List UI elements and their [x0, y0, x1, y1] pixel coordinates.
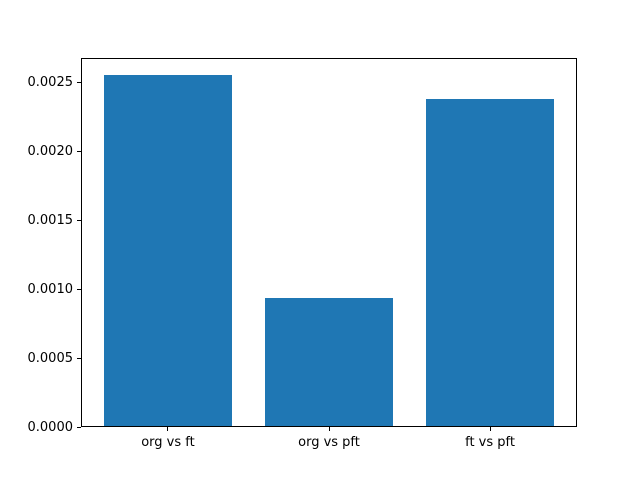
- y-tick-label: 0.0020: [27, 143, 74, 159]
- x-tick-mark: [167, 427, 169, 431]
- y-tick-label: 0.0025: [27, 74, 74, 90]
- y-tick-mark: [77, 357, 81, 359]
- y-tick-mark: [77, 426, 81, 428]
- y-tick-label: 0.0015: [27, 212, 74, 228]
- y-tick-label: 0.0005: [27, 350, 74, 366]
- x-tick-mark: [328, 427, 330, 431]
- bar-org-vs-pft: [264, 297, 394, 426]
- y-tick-mark: [77, 219, 81, 221]
- y-tick-mark: [77, 288, 81, 290]
- x-tick-label: org vs pft: [298, 435, 360, 450]
- bar-org-vs-ft: [103, 74, 233, 426]
- bar-ft-vs-pft: [425, 99, 555, 426]
- x-tick-mark: [489, 427, 491, 431]
- plot-area: [81, 58, 577, 427]
- y-tick-label: 0.0000: [27, 419, 74, 435]
- x-tick-label: ft vs pft: [465, 435, 515, 450]
- y-tick-label: 0.0010: [27, 281, 74, 297]
- y-tick-mark: [77, 81, 81, 83]
- x-tick-label: org vs ft: [141, 435, 195, 450]
- y-tick-mark: [77, 150, 81, 152]
